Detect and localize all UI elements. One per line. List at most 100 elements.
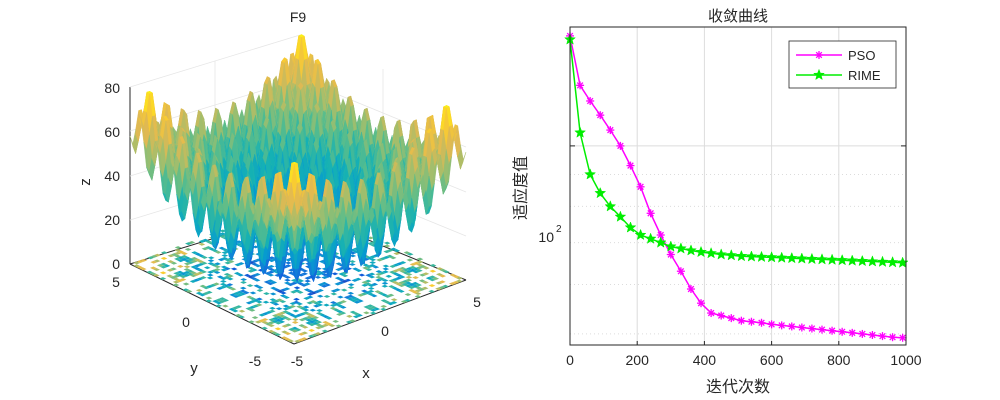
contour-cell — [302, 308, 310, 312]
contour-cell — [302, 305, 310, 309]
data-point-rime — [644, 232, 657, 244]
contour-cell — [285, 317, 292, 321]
contour-cell — [205, 296, 213, 300]
contour-cell — [219, 235, 226, 239]
contour-cell — [329, 306, 337, 310]
contour-cell — [284, 275, 291, 279]
data-point-pso — [596, 111, 605, 120]
contour-cell — [173, 274, 180, 278]
contour-cell — [156, 264, 164, 267]
data-point-rime — [896, 256, 909, 268]
contour-cell — [395, 276, 403, 280]
contour-cell — [184, 256, 191, 260]
data-point-pso — [646, 209, 655, 218]
contour-cell — [239, 286, 247, 290]
contour-cell — [180, 255, 188, 258]
contour-cell — [208, 247, 216, 251]
contour-cell — [405, 272, 413, 276]
contour-cell — [366, 307, 374, 311]
data-point-rime — [634, 228, 647, 241]
contour-cell — [169, 276, 177, 280]
contour-cell — [358, 273, 366, 277]
contour-cell — [375, 270, 383, 273]
contour-cell — [203, 266, 211, 270]
contour-cell — [224, 261, 232, 265]
contour-cell — [268, 259, 276, 263]
contour-cell — [184, 259, 191, 263]
data-point-rime — [755, 250, 768, 263]
contour-cell — [181, 252, 188, 256]
contour-cell — [408, 286, 416, 289]
x-axis-line — [293, 279, 467, 345]
contour-cell — [293, 286, 301, 290]
contour-cell — [380, 304, 388, 308]
contour-cell — [381, 281, 389, 285]
contour-cell — [419, 264, 427, 268]
contour-cell — [180, 272, 187, 276]
contour-cell — [243, 273, 251, 277]
contour-cell — [207, 262, 215, 265]
contour-cell — [294, 328, 302, 332]
contour-cell — [234, 313, 242, 317]
contour-cell — [252, 298, 260, 302]
contour-cell — [385, 274, 393, 278]
contour-cell — [296, 302, 303, 306]
contour-cell — [206, 273, 214, 277]
contour-cell — [193, 264, 201, 268]
contour-cell — [290, 290, 297, 294]
contour-cell — [228, 307, 236, 311]
data-point-pso — [707, 309, 716, 318]
contour-cell — [302, 257, 309, 261]
contour-cell — [325, 322, 333, 326]
data-point-pso — [888, 333, 897, 342]
contour-cell — [264, 272, 271, 275]
contour-cell — [383, 244, 391, 248]
data-point-pso — [818, 325, 826, 334]
contour-cell — [279, 300, 287, 304]
legend-marker-pso — [815, 51, 823, 59]
contour-cell — [220, 280, 227, 283]
contour-cell — [369, 261, 376, 264]
series-layer — [564, 31, 909, 342]
contour-cell — [405, 278, 413, 282]
contour-cell — [216, 275, 224, 279]
contour-cell — [263, 292, 270, 296]
contour-cell — [160, 251, 168, 255]
contour-cell — [365, 268, 373, 272]
contour-cell — [442, 284, 449, 288]
contour-cell — [187, 258, 195, 262]
contour-cell — [329, 304, 337, 307]
contour-cell — [414, 292, 422, 296]
contour-cell — [416, 266, 423, 270]
data-point-pso — [697, 299, 706, 308]
contour-cell — [183, 265, 191, 269]
contour-cell — [353, 300, 361, 304]
contour-cell — [321, 276, 328, 280]
contour-cell — [419, 273, 426, 277]
contour-cell — [267, 329, 275, 333]
contour-cell — [210, 263, 218, 267]
contour-cell — [268, 264, 275, 268]
contour-cell — [190, 274, 197, 278]
x-tick-5: 5 — [473, 294, 481, 310]
contour-cell — [237, 262, 245, 265]
contour-cell — [232, 295, 240, 298]
contour-cell — [246, 295, 253, 299]
contour-cell — [318, 271, 325, 275]
contour-cell — [159, 277, 167, 280]
contour-cell — [362, 266, 369, 270]
contour-cell — [401, 282, 409, 286]
contour-cell — [232, 292, 240, 296]
contour-cell — [153, 259, 161, 263]
contour-cell — [344, 278, 352, 282]
contour-cell — [373, 307, 381, 311]
contour-cell — [304, 276, 312, 280]
contour-cell — [306, 301, 314, 305]
contour-cell — [341, 271, 349, 275]
y-tick-exponent: 2 — [556, 224, 562, 235]
data-point-rime — [664, 240, 677, 252]
contour-cell — [333, 302, 340, 306]
contour-cell — [186, 272, 194, 276]
contour-cell — [184, 248, 192, 251]
contour-cell — [282, 307, 290, 311]
